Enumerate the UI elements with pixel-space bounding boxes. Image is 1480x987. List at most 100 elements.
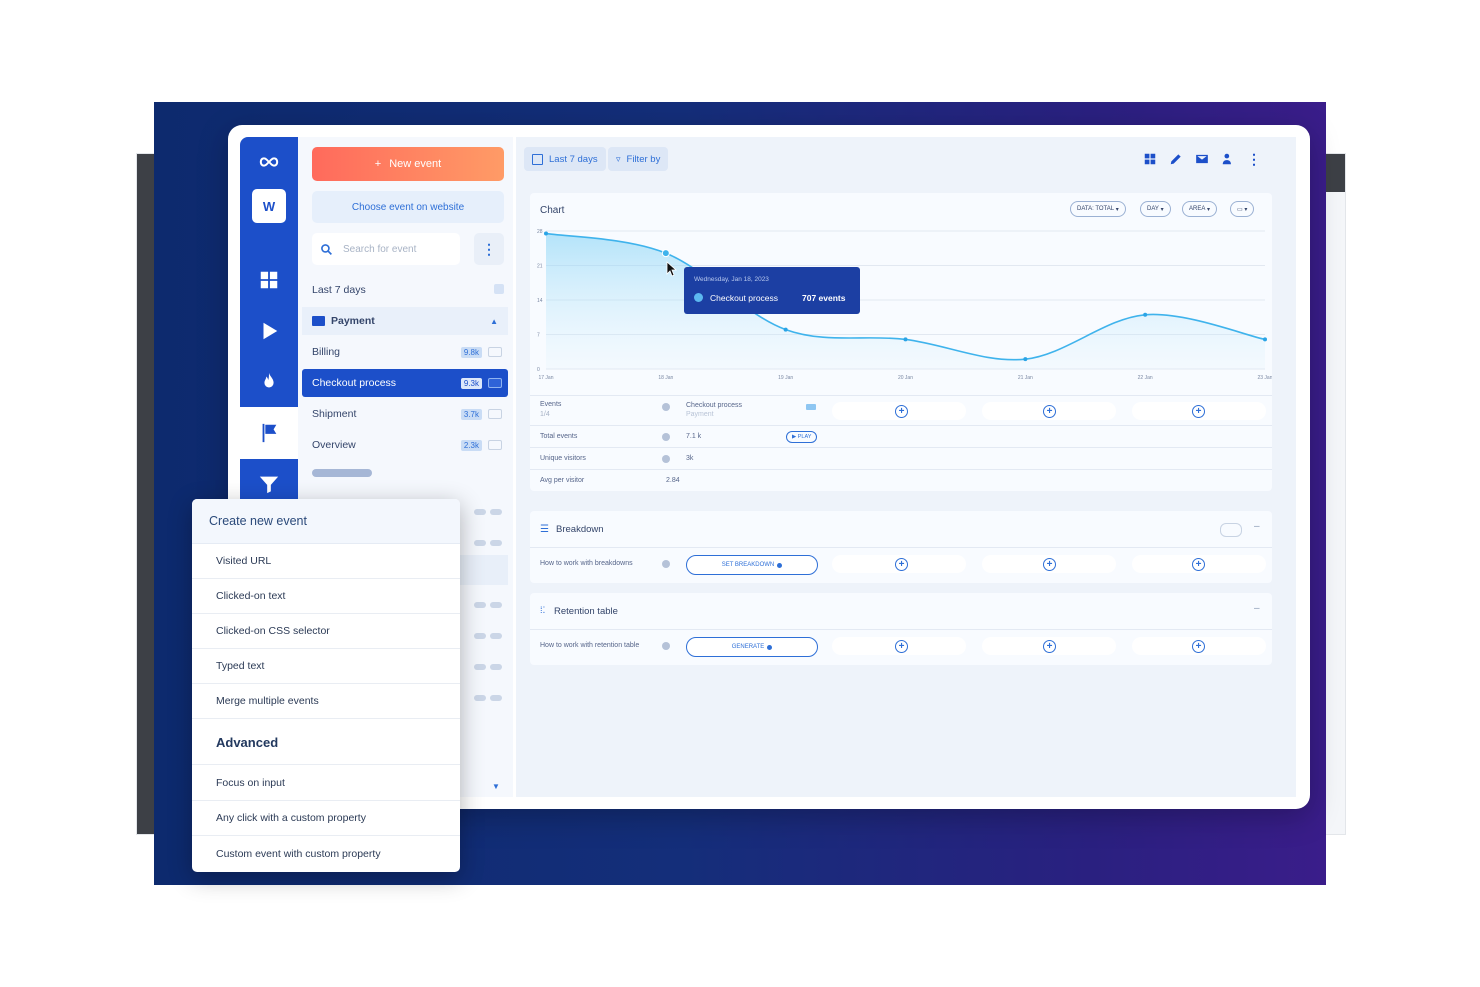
menu-item-any-click-custom-property[interactable]: Any click with a custom property — [192, 801, 460, 836]
help-icon[interactable] — [662, 560, 670, 568]
more-options-icon[interactable]: ⋮ — [474, 233, 504, 265]
line-chart: 0 7 14 21 28 17 Jan 18 Jan 19 Jan 20 Jan 21 Jan 22… — [537, 229, 1272, 381]
filter-icon: ▿ — [616, 153, 621, 164]
folder-payment[interactable]: Payment ▲ — [302, 307, 508, 335]
event-row-checkout-process[interactable]: Checkout process 9.3k — [302, 369, 508, 397]
chart-toggle-icon[interactable] — [806, 404, 816, 410]
heatmap-flame-icon[interactable] — [240, 357, 298, 407]
collapse-icon[interactable]: – — [1254, 603, 1260, 614]
x-tick-label: 20 Jan — [898, 375, 913, 381]
data-total-select[interactable]: DATA: TOTAL ▾ — [1070, 201, 1126, 217]
collapsed-row-indicator — [474, 626, 504, 639]
menu-item-visited-url[interactable]: Visited URL — [192, 544, 460, 579]
data-point — [903, 337, 908, 342]
email-icon[interactable] — [1192, 149, 1212, 169]
events-sub: 1/4 — [540, 411, 550, 418]
add-retention-icon[interactable]: + — [895, 640, 908, 653]
chevron-up-icon[interactable]: ▲ — [490, 317, 498, 326]
option-label: DATA: TOTAL — [1077, 206, 1115, 212]
menu-item-typed-text[interactable]: Typed text — [192, 649, 460, 684]
x-tick-label: 22 Jan — [1138, 375, 1153, 381]
export-select[interactable]: ▭ ▾ — [1230, 201, 1255, 217]
more-options-icon[interactable]: ⋮ — [1247, 150, 1261, 167]
menu-item-focus-on-input[interactable]: Focus on input — [192, 766, 460, 801]
edit-pencil-icon[interactable] — [1166, 149, 1186, 169]
search-placeholder: Search for event — [343, 243, 417, 255]
y-tick-label: 0 — [537, 367, 540, 373]
folder-label: Payment — [331, 315, 375, 327]
help-icon[interactable] — [662, 455, 670, 463]
calendar-icon[interactable] — [494, 284, 504, 294]
add-event-icon[interactable]: + — [1043, 405, 1056, 418]
event-count-badge: 9.8k — [460, 346, 482, 358]
play-recordings-icon[interactable] — [240, 306, 298, 356]
data-point — [661, 249, 670, 258]
help-icon[interactable] — [662, 403, 670, 411]
collapsed-row-indicator — [474, 688, 504, 701]
collapse-icon[interactable]: – — [1254, 521, 1260, 532]
events-row: Events 1/4 Checkout process Payment + + … — [530, 395, 1272, 426]
menu-item-custom-event-custom-property[interactable]: Custom event with custom property — [216, 847, 381, 860]
breakdown-help-text[interactable]: How to work with breakdowns — [540, 560, 633, 567]
add-breakdown-icon[interactable]: + — [895, 558, 908, 571]
dashboard-icon[interactable] — [240, 255, 298, 305]
link-icon[interactable] — [488, 440, 502, 450]
workspace-avatar[interactable]: W — [252, 189, 286, 223]
events-label: Events — [540, 401, 562, 408]
create-new-event-menu: Create new event Visited URL Clicked-on … — [192, 499, 460, 872]
help-icon[interactable] — [662, 642, 670, 650]
link-icon[interactable] — [488, 347, 502, 357]
generate-button[interactable]: GENERATE — [686, 637, 818, 657]
retention-help-text[interactable]: How to work with retention table — [540, 642, 640, 649]
toggle-switch[interactable] — [1220, 523, 1242, 537]
menu-item-clicked-on-css-selector[interactable]: Clicked-on CSS selector — [192, 614, 460, 649]
unique-visitors-label: Unique visitors — [540, 455, 586, 462]
event-label: Billing — [312, 346, 341, 358]
choose-event-on-website-button[interactable]: Choose event on website — [312, 191, 504, 223]
events-flag-icon[interactable] — [240, 407, 298, 459]
add-breakdown-icon[interactable]: + — [1043, 558, 1056, 571]
option-label: DAY — [1147, 206, 1159, 212]
add-retention-icon[interactable]: + — [1043, 640, 1056, 653]
chevron-down-icon[interactable]: ▼ — [492, 782, 500, 791]
event-row-billing[interactable]: Billing 9.8k — [302, 338, 508, 366]
new-event-button[interactable]: + New event — [312, 147, 504, 181]
set-breakdown-button[interactable]: SET BREAKDOWN — [686, 555, 818, 575]
menu-item-merge-multiple-events[interactable]: Merge multiple events — [192, 684, 460, 719]
infinity-logo-icon[interactable] — [240, 137, 298, 187]
folder-icon — [312, 316, 325, 326]
play-button[interactable]: ▶ PLAY — [786, 431, 818, 443]
interval-select[interactable]: DAY ▾ — [1140, 201, 1171, 217]
help-icon[interactable] — [662, 433, 670, 441]
search-field[interactable]: Search for event — [312, 233, 460, 265]
chart-tooltip: Wednesday, Jan 18, 2023 Checkout process… — [684, 267, 860, 314]
info-dot-icon — [777, 562, 783, 568]
share-user-icon[interactable] — [1218, 149, 1238, 169]
data-point — [544, 231, 548, 236]
menu-item-clicked-on-text[interactable]: Clicked-on text — [192, 579, 460, 614]
add-retention-icon[interactable]: + — [1192, 640, 1205, 653]
add-breakdown-icon[interactable]: + — [1192, 558, 1205, 571]
chart-toggle-icon[interactable] — [488, 409, 502, 419]
search-icon — [321, 243, 332, 255]
breakdown-icon: ☰ — [540, 524, 549, 535]
funnels-icon[interactable] — [240, 459, 298, 509]
data-point — [1263, 337, 1267, 342]
event-row-overview[interactable]: Overview 2.3k — [302, 431, 508, 459]
date-range-button[interactable]: Last 7 days — [524, 147, 606, 171]
grid-view-icon[interactable] — [1140, 149, 1160, 169]
chart-type-select[interactable]: AREA ▾ — [1182, 201, 1218, 217]
unique-visitors-value: 3k — [686, 455, 694, 462]
event-label: Overview — [312, 439, 356, 451]
main-content: Last 7 days ▿ Filter by ⋮ Chart DATA: TO… — [516, 137, 1296, 797]
total-events-label: Total events — [540, 433, 578, 440]
chart-toggle-icon[interactable] — [488, 378, 502, 388]
add-event-icon[interactable]: + — [1192, 405, 1205, 418]
add-event-icon[interactable]: + — [895, 405, 908, 418]
event-row-shipment[interactable]: Shipment 3.7k — [302, 400, 508, 428]
button-label: GENERATE — [731, 644, 765, 650]
tooltip-series: Checkout process — [710, 293, 779, 303]
event-count-badge: 2.3k — [460, 439, 482, 451]
filter-button[interactable]: ▿ Filter by — [608, 147, 669, 171]
x-tick-label: 17 Jan — [538, 375, 553, 381]
